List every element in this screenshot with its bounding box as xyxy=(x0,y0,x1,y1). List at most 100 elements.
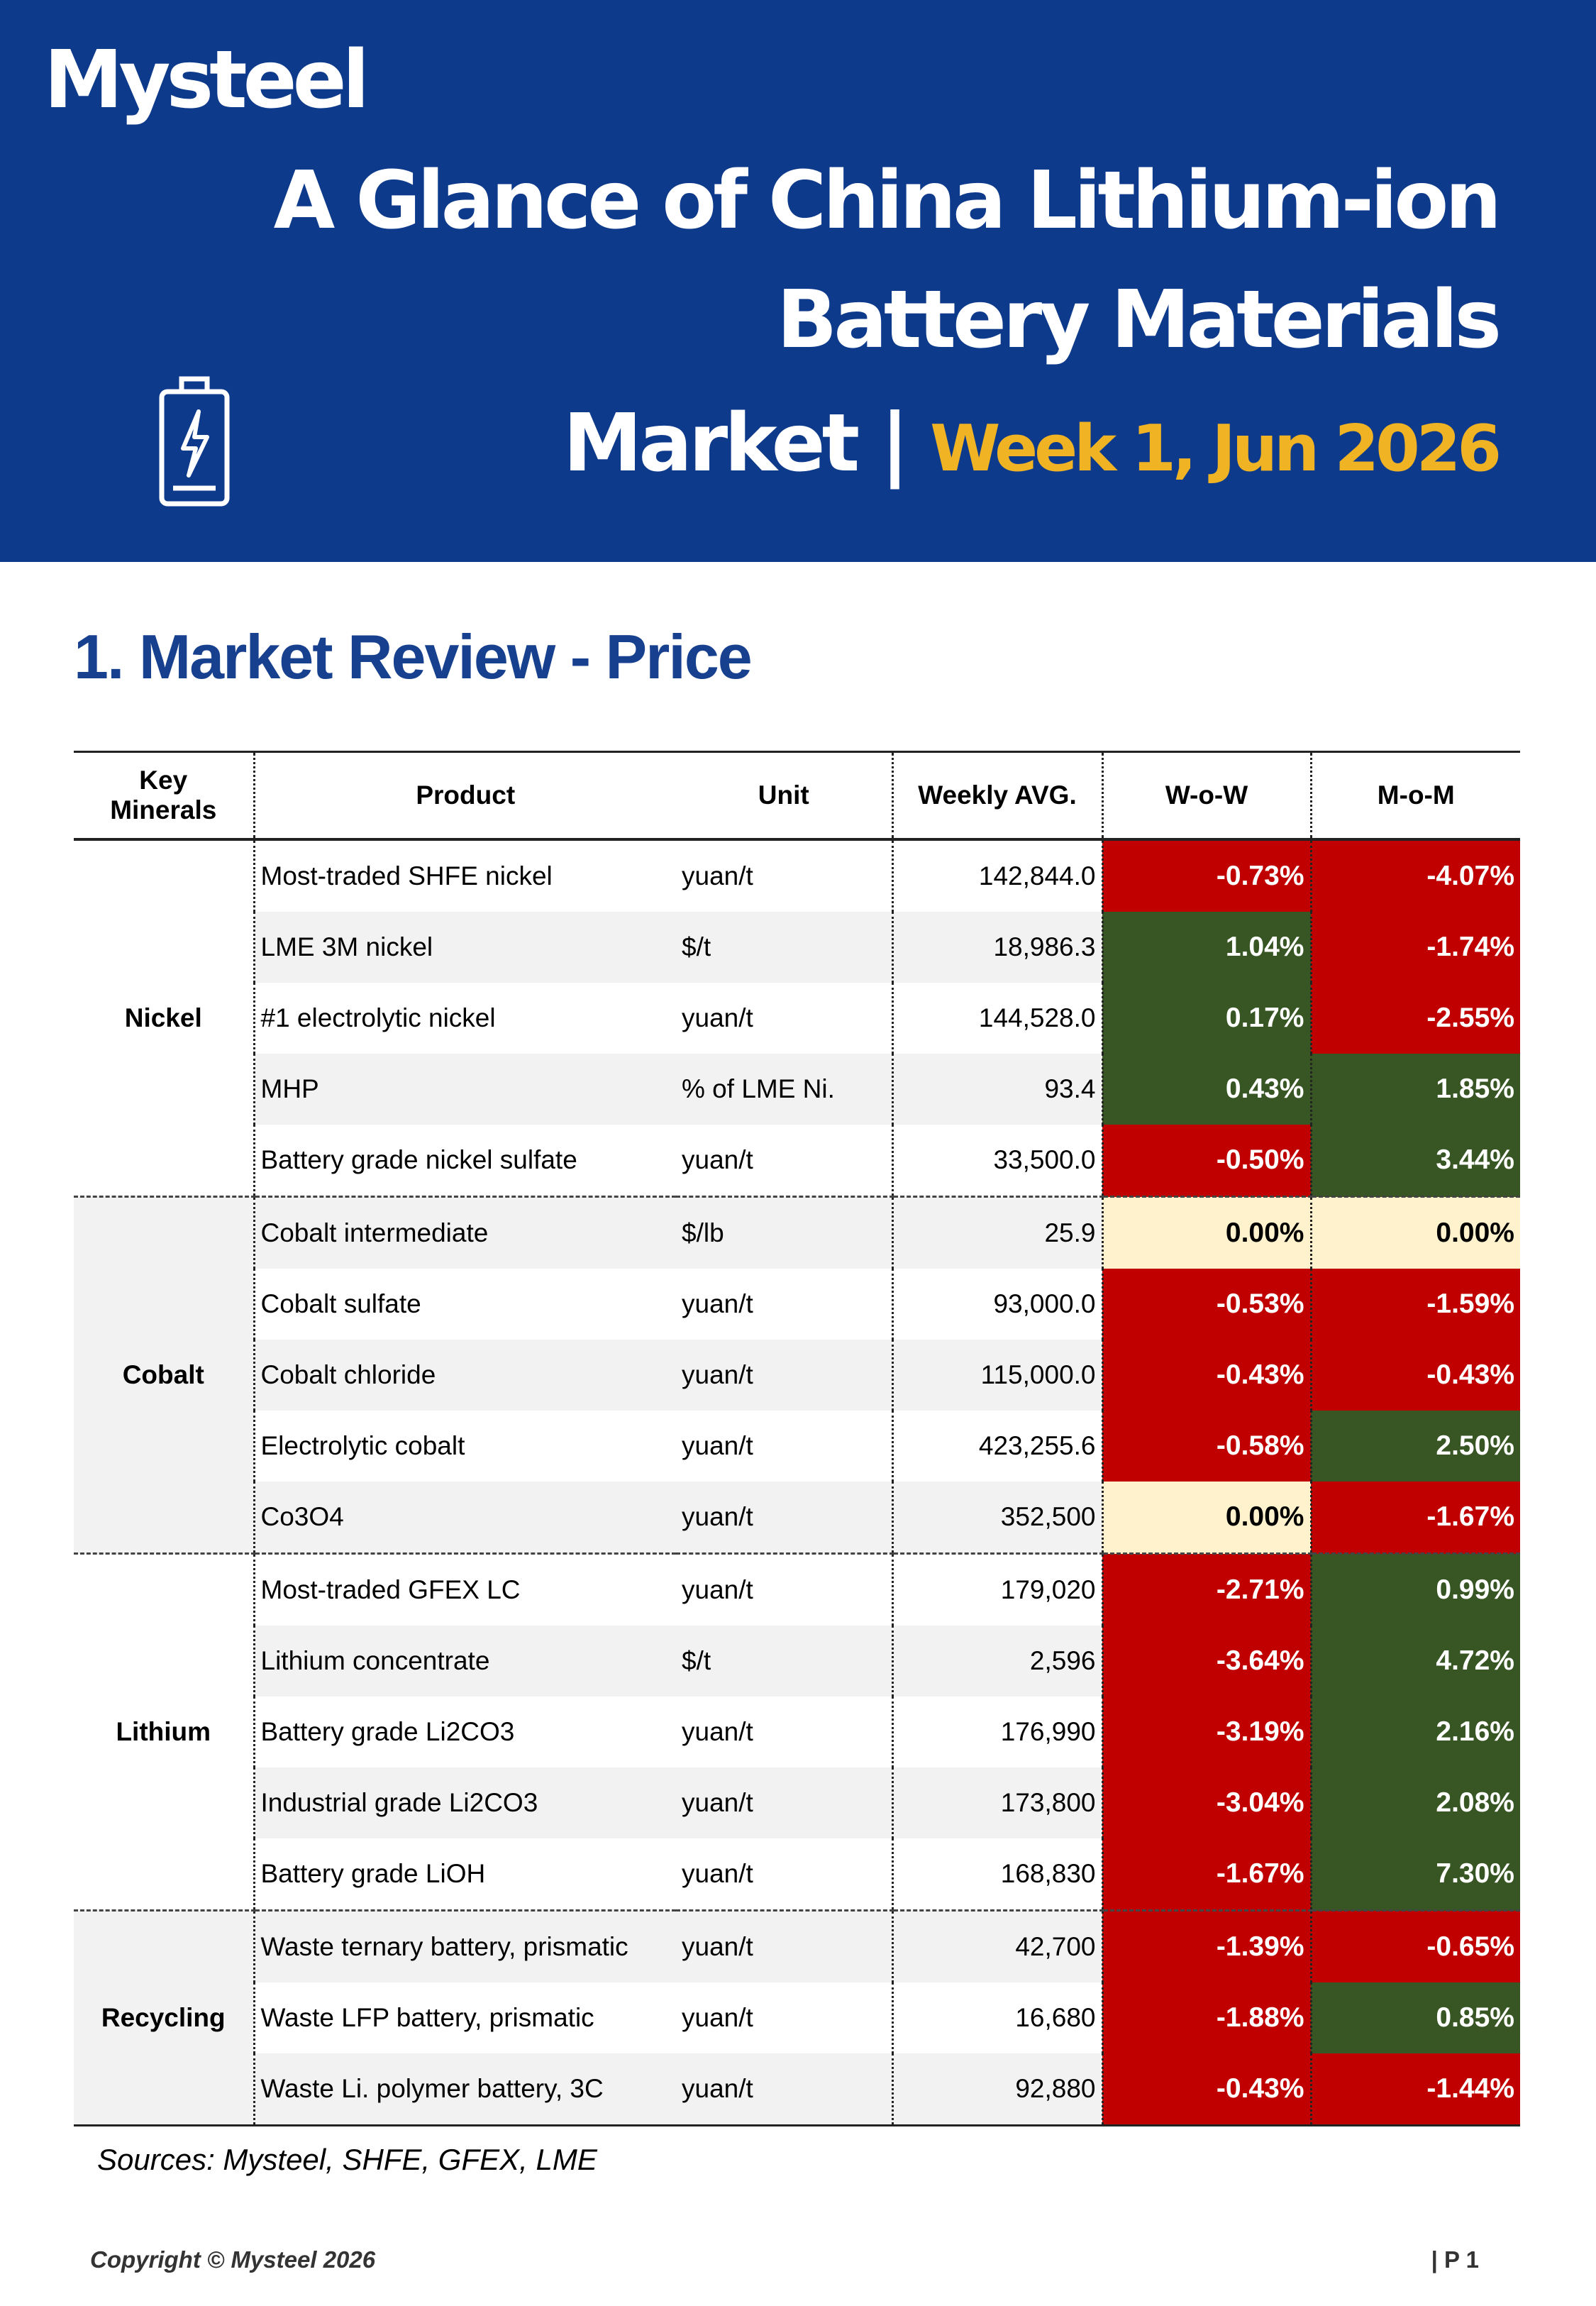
product: Cobalt intermediate xyxy=(254,1196,676,1269)
title-line: Market | Week 1, Jun 2026 xyxy=(563,397,1502,490)
column-header: M-o-M xyxy=(1311,751,1520,841)
table-row: LME 3M nickel $/t 18,986.3 1.04% -1.74% xyxy=(74,912,1520,983)
table-row: Lithium Most-traded GFEX LC yuan/t 179,020-… xyxy=(74,1552,1520,1911)
mom-change: -0.43% xyxy=(1311,1340,1520,1411)
mom-change: 7.30% xyxy=(1311,1838,1520,1911)
unit: yuan/t xyxy=(676,1411,894,1482)
header-band: Mysteel A Glance of China Lithium-ion Ba… xyxy=(0,0,1596,562)
mom-change: 0.00% xyxy=(1311,1196,1520,1269)
table-row: Industrial grade Li2CO3 yuan/t 173,800 -3.0… xyxy=(74,1767,1520,1838)
table-row: MHP% of LME Ni. 93.4 0.43% 1.85% xyxy=(74,1054,1520,1125)
table-row: Cobalt Cobalt intermediate $/lb 25.9 0.00% 0.… xyxy=(74,1196,1520,1554)
column-header: Unit xyxy=(676,751,894,841)
weekly-avg: 2,596 xyxy=(892,1626,1104,1697)
wow-change: -1.67% xyxy=(1102,1838,1312,1911)
unit: yuan/t xyxy=(676,1552,894,1626)
unit: yuan/t xyxy=(676,1982,894,2053)
group-label: Recycling xyxy=(74,1909,255,2126)
mom-change: -2.55% xyxy=(1311,983,1520,1054)
price-table: Key Minerals Product Unit Weekly AVG. W-… xyxy=(74,751,1520,2126)
mom-change: 2.50% xyxy=(1311,1411,1520,1482)
wow-change: 0.17% xyxy=(1102,983,1312,1054)
table-row: Battery grade LiOH yuan/t 168,830 -1.67% 7.3… xyxy=(74,1838,1520,1911)
unit: $/t xyxy=(676,912,894,983)
product: Battery grade LiOH xyxy=(254,1838,676,1911)
table-row: Cobalt chloride yuan/t 115,000.0 -0.43% -0.4… xyxy=(74,1340,1520,1411)
weekly-avg: 144,528.0 xyxy=(892,983,1104,1054)
weekly-avg: 142,844.0 xyxy=(892,839,1104,912)
mom-change: -0.65% xyxy=(1311,1909,1520,1982)
product: Co3O4 xyxy=(254,1482,676,1554)
battery-icon xyxy=(159,376,230,507)
mom-change: 4.72% xyxy=(1311,1626,1520,1697)
unit: $/t xyxy=(676,1626,894,1697)
wow-change: -3.04% xyxy=(1102,1767,1312,1838)
title-line: Market | xyxy=(563,397,909,490)
product: Most-traded SHFE nickel xyxy=(254,839,676,912)
wow-change: 1.04% xyxy=(1102,912,1312,983)
wow-change: -0.43% xyxy=(1102,2053,1312,2126)
table-row: Lithium concentrate $/t 2,596 -3.64% 4.72% xyxy=(74,1626,1520,1697)
product: #1 electrolytic nickel xyxy=(254,983,676,1054)
date: Week 1, Jun 2026 xyxy=(930,412,1502,486)
wow-change: -0.53% xyxy=(1102,1269,1312,1340)
product: Waste Li. polymer battery, 3C xyxy=(254,2053,676,2126)
wow-change: -3.19% xyxy=(1102,1697,1312,1767)
sources: Sources: Mysteel, SHFE, GFEX, LME xyxy=(97,2143,597,2176)
unit: yuan/t xyxy=(676,1340,894,1411)
weekly-avg: 25.9 xyxy=(892,1196,1104,1269)
mom-change: -1.44% xyxy=(1311,2053,1520,2126)
mom-change: 2.08% xyxy=(1311,1767,1520,1838)
unit: yuan/t xyxy=(676,1838,894,1911)
table-body: Nickel Most-traded SHFE nickel yuan/t 142,8… xyxy=(74,839,1520,2126)
unit: yuan/t xyxy=(676,1909,894,1982)
wow-change: 0.00% xyxy=(1102,1482,1312,1554)
unit: $/lb xyxy=(676,1196,894,1269)
table-row: Nickel Most-traded SHFE nickel yuan/t 142,8… xyxy=(74,839,1520,1197)
wow-change: -3.64% xyxy=(1102,1626,1312,1697)
weekly-avg: 176,990 xyxy=(892,1697,1104,1767)
wow-change: -2.71% xyxy=(1102,1552,1312,1626)
product: Lithium concentrate xyxy=(254,1626,676,1697)
product: Industrial grade Li2CO3 xyxy=(254,1767,676,1838)
table-row: Cobalt sulfate yuan/t 93,000.0 -0.53% -1.59% xyxy=(74,1269,1520,1340)
column-header: Key Minerals xyxy=(74,751,255,841)
table-row: Electrolytic cobalt yuan/t 423,255.6 -0.58%… xyxy=(74,1411,1520,1482)
logo: Mysteel xyxy=(44,34,370,126)
column-header: Product xyxy=(254,751,676,841)
weekly-avg: 352,500 xyxy=(892,1482,1104,1554)
product: Battery grade Li2CO3 xyxy=(254,1697,676,1767)
weekly-avg: 16,680 xyxy=(892,1982,1104,2053)
unit: % of LME Ni. xyxy=(676,1054,894,1125)
title-line: Battery Materials xyxy=(776,274,1502,366)
wow-change: -0.58% xyxy=(1102,1411,1312,1482)
weekly-avg: 92,880 xyxy=(892,2053,1104,2126)
copyright: Copyright © Mysteel 2026 xyxy=(90,2246,376,2273)
product: Cobalt sulfate xyxy=(254,1269,676,1340)
group-label: Cobalt xyxy=(74,1196,255,1554)
table-row: Waste Li. polymer battery, 3C yuan/t 92,88… xyxy=(74,2053,1520,2126)
product: Waste LFP battery, prismatic xyxy=(254,1982,676,2053)
weekly-avg: 18,986.3 xyxy=(892,912,1104,983)
mom-change: -1.67% xyxy=(1311,1482,1520,1554)
product: LME 3M nickel xyxy=(254,912,676,983)
unit: yuan/t xyxy=(676,839,894,912)
weekly-avg: 173,800 xyxy=(892,1767,1104,1838)
unit: yuan/t xyxy=(676,983,894,1054)
weekly-avg: 42,700 xyxy=(892,1909,1104,1982)
mom-change: 0.85% xyxy=(1311,1982,1520,2053)
wow-change: -0.50% xyxy=(1102,1125,1312,1197)
wow-change: -0.73% xyxy=(1102,839,1312,912)
table-row: Battery grade Li2CO3 yuan/t 176,990 -3.19% 2… xyxy=(74,1697,1520,1767)
product: Most-traded GFEX LC xyxy=(254,1552,676,1626)
product: Waste ternary battery, prismatic xyxy=(254,1909,676,1982)
mom-change: 2.16% xyxy=(1311,1697,1520,1767)
unit: yuan/t xyxy=(676,2053,894,2126)
unit: yuan/t xyxy=(676,1767,894,1838)
product: Cobalt chloride xyxy=(254,1340,676,1411)
unit: yuan/t xyxy=(676,1269,894,1340)
unit: yuan/t xyxy=(676,1482,894,1554)
column-header: Weekly AVG. xyxy=(892,751,1104,841)
mom-change: 1.85% xyxy=(1311,1054,1520,1125)
